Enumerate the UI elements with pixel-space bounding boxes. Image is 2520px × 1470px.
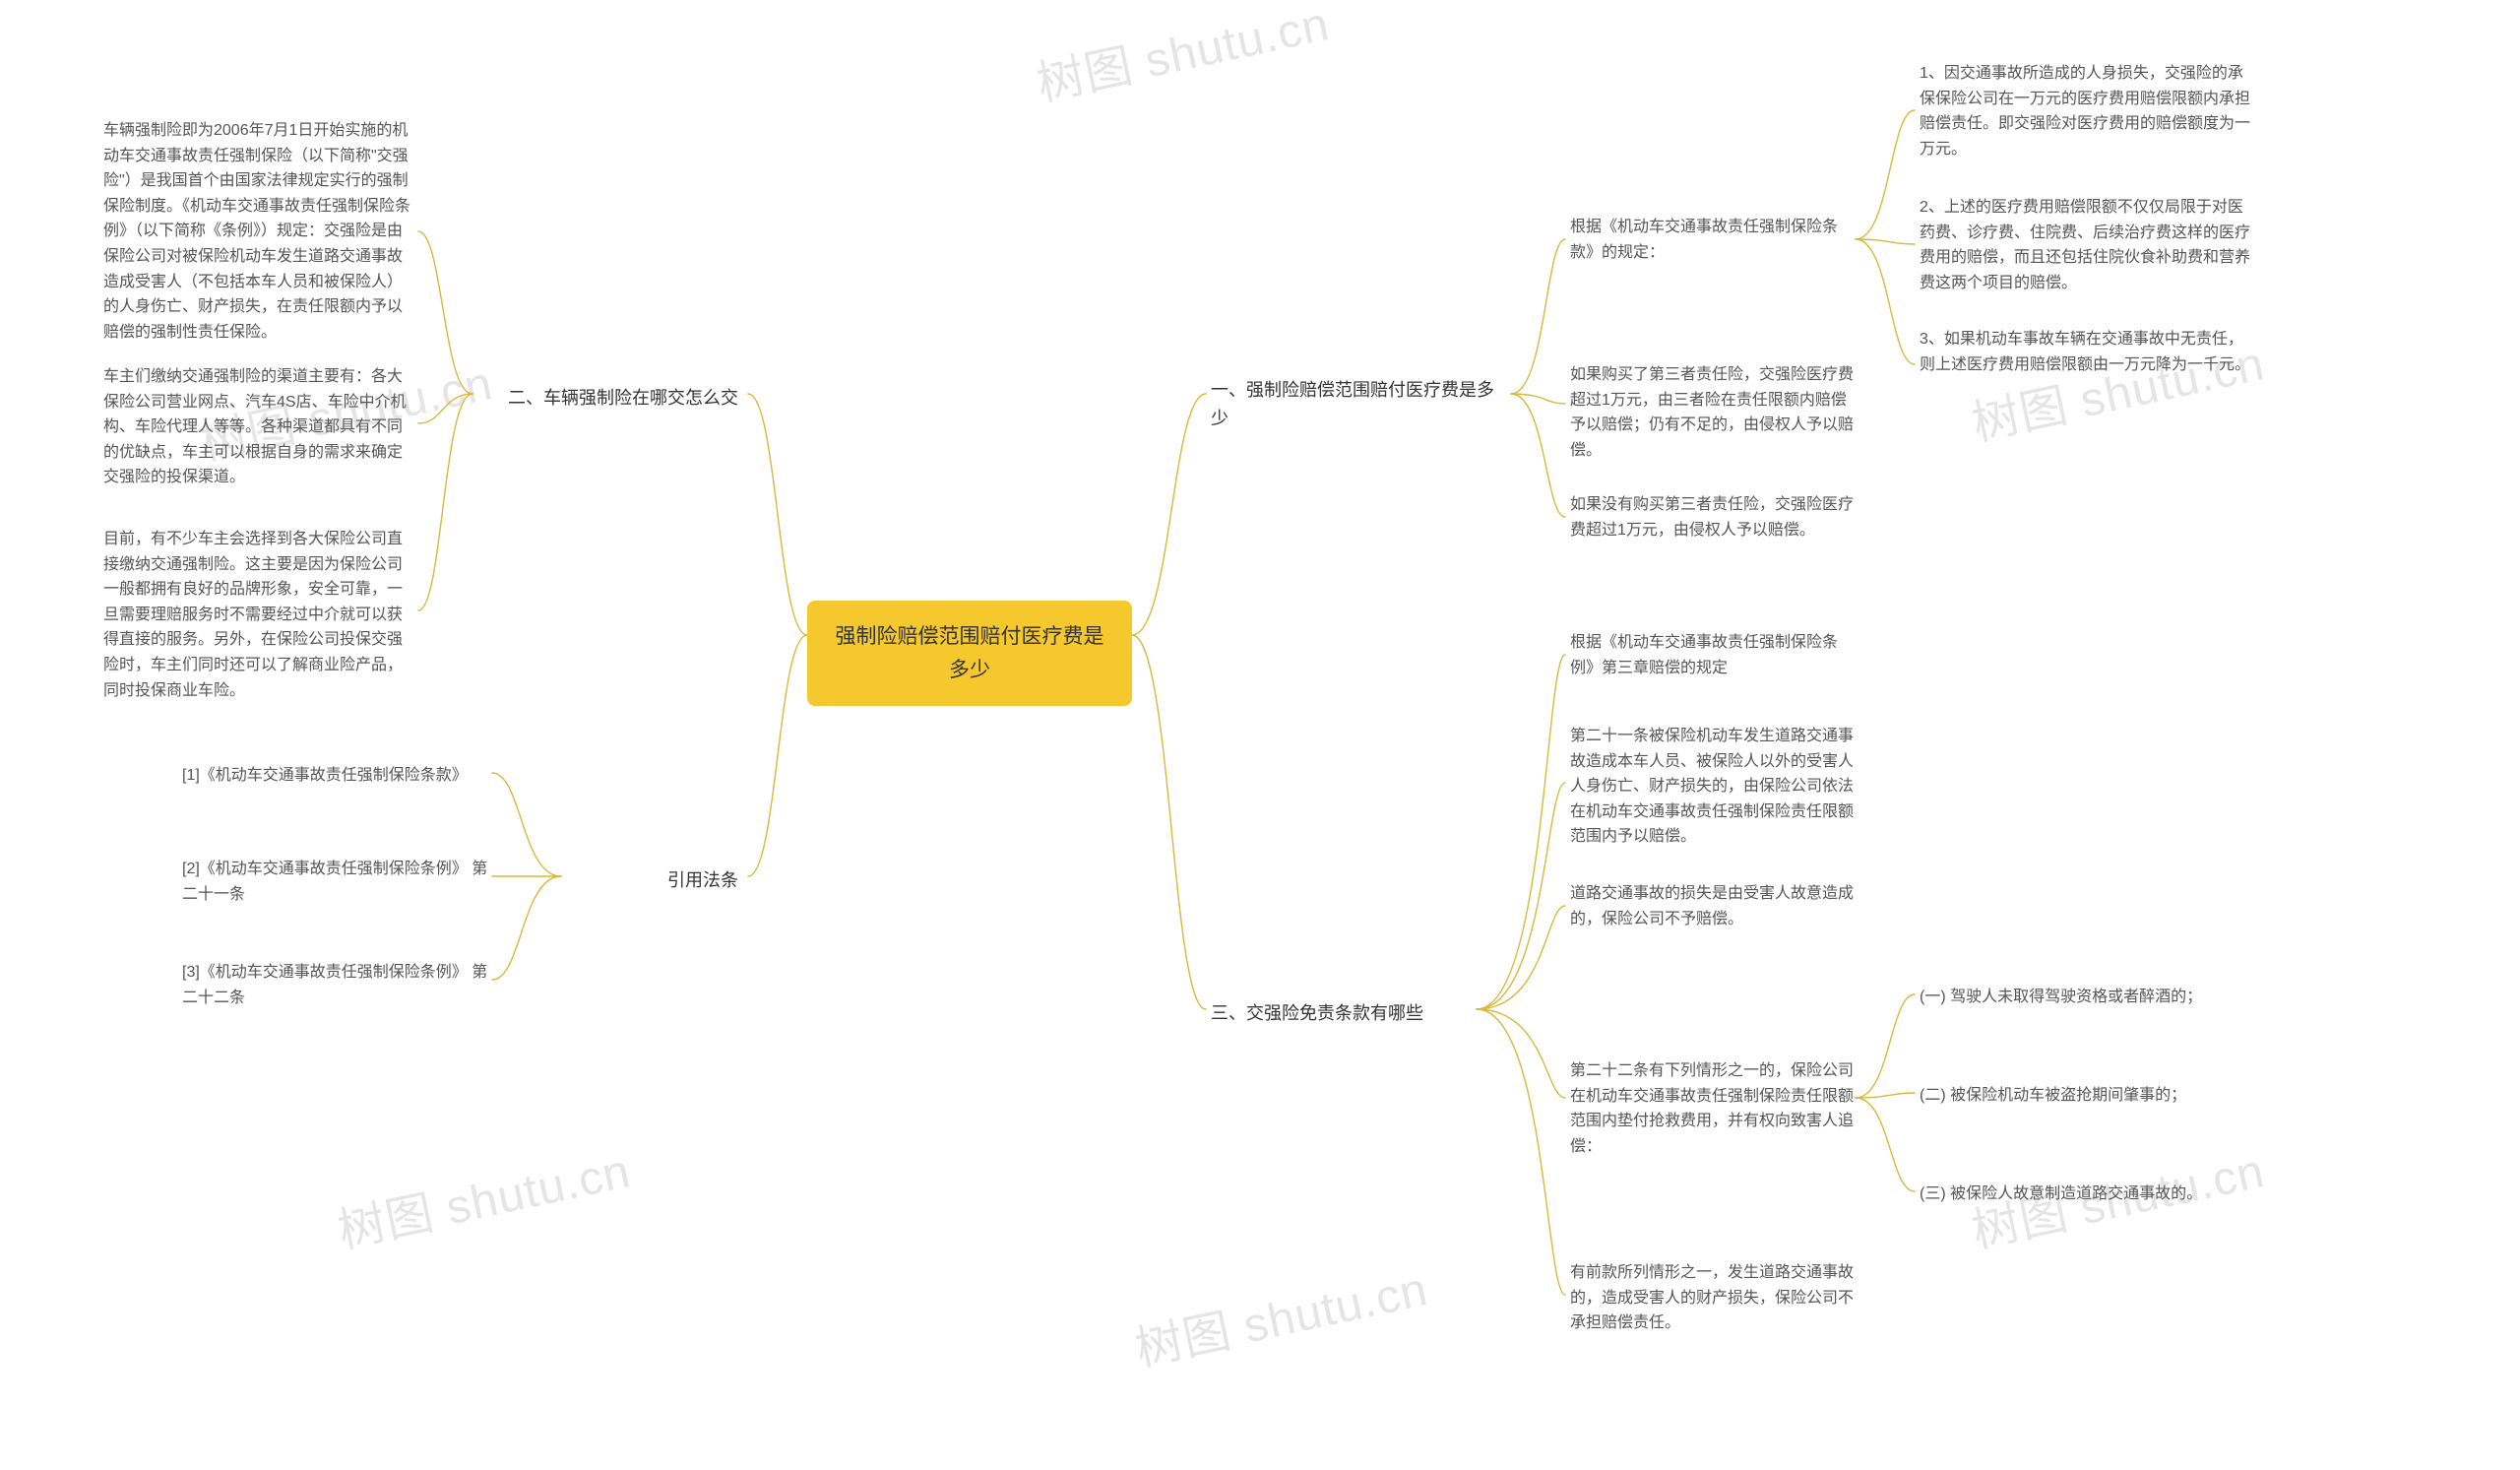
watermark: 树图 shutu.cn <box>1030 0 1335 114</box>
leaf-l1-c2: 车主们缴纳交通强制险的渠道主要有：各大保险公司营业网点、汽车4S店、车险中介机构… <box>103 364 413 490</box>
leaf-l2-c2: [2]《机动车交通事故责任强制保险条例》 第二十一条 <box>182 857 492 907</box>
leaf-r2-c4-d3: (三) 被保险人故意制造道路交通事故的。 <box>1920 1182 2202 1207</box>
leaf-l1-c1: 车辆强制险即为2006年7月1日开始实施的机动车交通事故责任强制保险（以下简称"… <box>103 118 413 345</box>
branch-right-1[interactable]: 一、强制险赔偿范围赔付医疗费是多少 <box>1211 376 1506 433</box>
leaf-r1-c1-d3: 3、如果机动车事故车辆在交通事故中无责任，则上述医疗费用赔偿限额由一万元降为一千… <box>1920 327 2254 377</box>
leaf-r1-c1-d1: 1、因交通事故所造成的人身损失，交强险的承保保险公司在一万元的医疗费用赔偿限额内… <box>1920 61 2254 161</box>
leaf-l1-c3: 目前，有不少车主会选择到各大保险公司直接缴纳交通强制险。这主要是因为保险公司一般… <box>103 527 413 703</box>
watermark: 树图 shutu.cn <box>331 1131 636 1260</box>
leaf-r2-c4-d2: (二) 被保险机动车被盗抢期间肇事的； <box>1920 1083 2186 1109</box>
branch-left-2[interactable]: 引用法条 <box>571 866 738 895</box>
leaf-r1-c1-d2: 2、上述的医疗费用赔偿限额不仅仅局限于对医药费、诊疗费、住院费、后续治疗费这样的… <box>1920 195 2254 295</box>
leaf-l2-c1: [1]《机动车交通事故责任强制保险条款》 <box>182 763 468 789</box>
leaf-r2-c4-d1: (一) 驾驶人未取得驾驶资格或者醉酒的； <box>1920 985 2202 1010</box>
leaf-r2-c5: 有前款所列情形之一，发生道路交通事故的，造成受害人的财产损失，保险公司不承担赔偿… <box>1570 1260 1856 1336</box>
leaf-r1-c1: 根据《机动车交通事故责任强制保险条款》的规定： <box>1570 215 1856 265</box>
watermark: 树图 shutu.cn <box>1128 1249 1433 1378</box>
leaf-l2-c3: [3]《机动车交通事故责任强制保险条例》 第二十二条 <box>182 960 492 1010</box>
branch-left-1[interactable]: 二、车辆强制险在哪交怎么交 <box>482 384 738 413</box>
leaf-r2-c2: 第二十一条被保险机动车发生道路交通事故造成本车人员、被保险人以外的受害人人身伤亡… <box>1570 724 1856 850</box>
leaf-r2-c4: 第二十二条有下列情形之一的，保险公司在机动车交通事故责任强制保险责任限额范围内垫… <box>1570 1058 1856 1159</box>
leaf-r2-c3: 道路交通事故的损失是由受害人故意造成的，保险公司不予赔偿。 <box>1570 881 1856 931</box>
root-node[interactable]: 强制险赔偿范围赔付医疗费是多少 <box>807 601 1132 706</box>
leaf-r2-c1: 根据《机动车交通事故责任强制保险条例》第三章赔偿的规定 <box>1570 630 1856 680</box>
branch-right-2[interactable]: 三、交强险免责条款有哪些 <box>1211 999 1506 1028</box>
leaf-r1-c3: 如果没有购买第三者责任险，交强险医疗费超过1万元，由侵权人予以赔偿。 <box>1570 492 1856 543</box>
leaf-r1-c2: 如果购买了第三者责任险，交强险医疗费超过1万元，由三者险在责任限额内赔偿予以赔偿… <box>1570 362 1856 463</box>
